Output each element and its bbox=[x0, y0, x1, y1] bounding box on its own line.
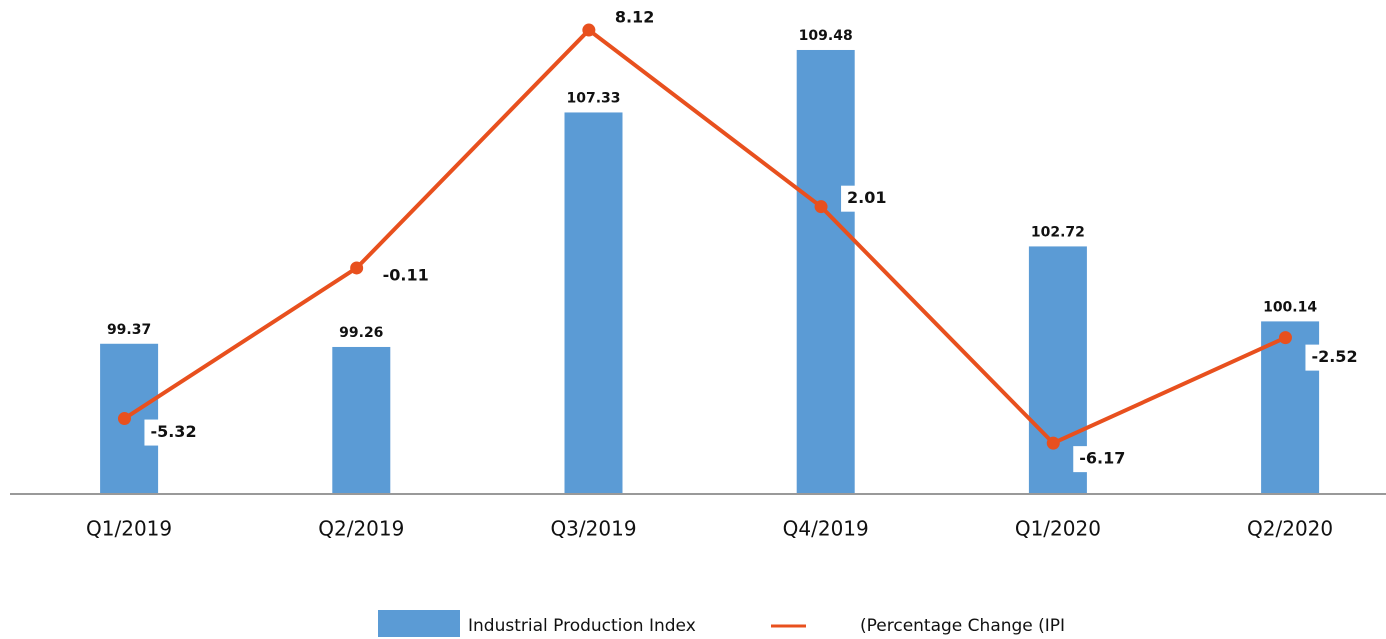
bar-value-label: 109.48 bbox=[799, 28, 853, 44]
x-tick-label: Q1/2020 bbox=[1015, 517, 1101, 541]
bar-value-label: 107.33 bbox=[566, 90, 620, 106]
legend-label: Industrial Production Index bbox=[468, 616, 696, 636]
bar-value-label: 99.26 bbox=[339, 325, 383, 341]
label-background bbox=[1305, 344, 1356, 371]
line-point bbox=[582, 23, 596, 37]
bar-value-label: 100.14 bbox=[1263, 299, 1317, 315]
x-tick-label: Q4/2019 bbox=[783, 517, 869, 541]
line-value-label: 2.01 bbox=[847, 188, 886, 207]
x-tick-label: Q2/2020 bbox=[1247, 517, 1333, 541]
x-tick-label: Q1/2019 bbox=[86, 517, 172, 541]
label-background bbox=[608, 5, 659, 32]
line-point bbox=[814, 200, 828, 214]
label-background bbox=[1073, 446, 1124, 473]
bar bbox=[332, 346, 391, 494]
bar bbox=[564, 112, 623, 495]
line-point bbox=[117, 412, 131, 426]
line-point bbox=[1046, 436, 1060, 450]
label-background bbox=[841, 185, 892, 212]
legend-label: (Percentage Change (IPI bbox=[860, 616, 1065, 636]
x-tick-label: Q2/2019 bbox=[318, 517, 404, 541]
line-value-label: -0.11 bbox=[383, 265, 429, 284]
line bbox=[123, 27, 1287, 446]
line-point bbox=[350, 261, 364, 275]
x-tick-label: Q3/2019 bbox=[550, 517, 636, 541]
line-value-label: -5.32 bbox=[150, 422, 196, 441]
bar-value-label: 102.72 bbox=[1031, 224, 1085, 240]
bar-value-label: 99.37 bbox=[107, 322, 151, 338]
label-background bbox=[376, 262, 427, 289]
line-value-label: -6.17 bbox=[1079, 449, 1125, 468]
legend-swatch bbox=[378, 610, 460, 637]
label-background bbox=[144, 419, 195, 446]
line-point bbox=[1278, 331, 1292, 345]
bar bbox=[796, 49, 855, 495]
line-value-label: -2.52 bbox=[1311, 347, 1357, 366]
line-value-label: 8.12 bbox=[615, 8, 654, 27]
